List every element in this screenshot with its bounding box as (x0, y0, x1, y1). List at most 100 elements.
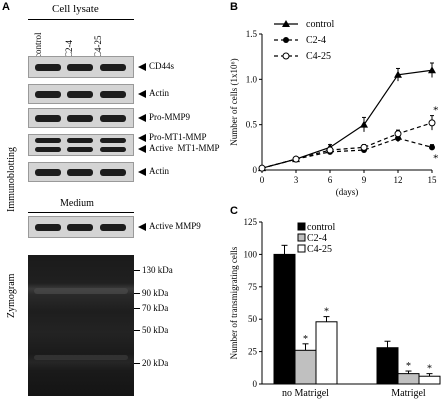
legend-swatch-control (297, 222, 306, 231)
legend-swatch-C2-4 (297, 233, 306, 242)
y-tick-label: 0 (253, 379, 258, 389)
marker-20: 20 kDa (142, 358, 169, 368)
band-label-active-mmp9: Active MMP9 (149, 221, 201, 231)
y-tick-label: 125 (244, 217, 258, 227)
panel-a-letter: A (2, 1, 10, 13)
marker-tick-20 (134, 363, 140, 364)
cell-lysate-label: Cell lysate (52, 3, 99, 15)
data-point-C4-25 (292, 155, 300, 163)
category-label: Matrigel (391, 388, 426, 399)
bar-C2-4 (294, 349, 317, 385)
y-axis-label: Number of transmigrating cells (229, 246, 239, 359)
blot-pro-mmp9 (28, 108, 134, 128)
cell-lysate-line (28, 19, 134, 20)
marker-tick-90 (134, 293, 140, 294)
y-tick-label: 50 (248, 314, 258, 324)
legend-marker-C4-25 (282, 52, 290, 60)
series-line-control (261, 69, 433, 169)
x-tick-label: 6 (328, 175, 333, 185)
significance-star: * (303, 334, 308, 345)
bar-C4-25 (418, 375, 441, 385)
data-point-control (428, 66, 436, 74)
band-label-actin-1: Actin (149, 88, 169, 98)
arrow-icon (138, 63, 146, 71)
immunoblotting-label: Immunoblotting (6, 147, 17, 212)
arrow-icon (138, 168, 146, 176)
legend-label-control: control (306, 19, 335, 30)
data-point-C4-25 (258, 164, 266, 172)
marker-50: 50 kDa (142, 325, 169, 335)
band-label-cd44s: CD44s (149, 61, 175, 71)
y-tick-label: 0 (253, 165, 258, 175)
bar-control (376, 347, 399, 385)
blot-active-mmp9 (28, 216, 134, 238)
legend-label-C2-4: C2-4 (306, 35, 326, 46)
category-label: no Matrigel (282, 388, 329, 399)
y-tick-label: 1.0 (246, 74, 258, 84)
arrow-icon (138, 134, 146, 142)
significance-star: * (324, 307, 329, 318)
legend-marker-control (282, 20, 290, 27)
significance-star: * (433, 152, 439, 164)
data-point-C4-25 (360, 143, 368, 151)
lane-label-control: control (33, 32, 43, 59)
lane-label-c4-25: C4-25 (93, 35, 103, 59)
data-point-C4-25 (428, 119, 436, 127)
band-label-active-mt1-mmp: Active MT1-MMP (149, 143, 220, 153)
significance-star: * (433, 105, 439, 117)
marker-tick-50 (134, 330, 140, 331)
bar-control (273, 253, 296, 385)
marker-90: 90 kDa (142, 288, 169, 298)
y-tick-label: 100 (244, 249, 258, 259)
x-tick-label: 12 (394, 175, 403, 185)
medium-label: Medium (60, 198, 94, 209)
arrow-icon (138, 223, 146, 231)
x-tick-label: 9 (362, 175, 367, 185)
legend-swatch-C4-25 (297, 244, 306, 253)
legend-label-control: control (307, 222, 336, 233)
blot-actin-1 (28, 84, 134, 104)
bar-C4-25 (315, 321, 338, 385)
transmigration-bar-chart: 0 25 50 75 100 125 Number of transmigrating ce… (229, 217, 441, 399)
panel-c-letter: C (230, 205, 238, 217)
blot-cd44s (28, 56, 134, 78)
blot-mt1-mmp (28, 134, 134, 156)
band-label-actin-2: Actin (149, 166, 169, 176)
data-point-control (394, 70, 402, 78)
marker-130: 130 kDa (142, 265, 173, 275)
data-point-C4-25 (394, 130, 402, 138)
zymogram-gel (28, 255, 134, 396)
zymogram-label: Zymogram (6, 273, 17, 318)
band-label-pro-mmp9: Pro-MMP9 (149, 112, 191, 122)
legend-label-C4-25: C4-25 (307, 244, 332, 255)
x-tick-label: 0 (260, 175, 265, 185)
y-tick-label: 25 (248, 347, 258, 357)
marker-70: 70 kDa (142, 303, 169, 313)
marker-tick-70 (134, 308, 140, 309)
bar-C2-4 (397, 373, 420, 385)
medium-line (28, 212, 134, 213)
data-point-control (360, 120, 368, 128)
significance-star: * (406, 361, 411, 372)
legend-marker-C2-4 (283, 37, 289, 43)
band-label-pro-mt1-mmp: Pro-MT1-MMP (149, 132, 207, 142)
arrow-icon (138, 145, 146, 153)
panel-b-letter: B (230, 1, 238, 13)
series-line-C2-4 (261, 137, 433, 169)
marker-tick-130 (134, 270, 140, 271)
growth-line-chart: 0 3 6 9 12 15 0 0.5 1.0 1.5 (days) Number of cells … (229, 19, 439, 197)
arrow-icon (138, 90, 146, 98)
x-axis-label: (days) (336, 187, 359, 197)
x-tick-label: 3 (294, 175, 299, 185)
y-tick-label: 75 (248, 282, 258, 292)
blot-actin-2 (28, 162, 134, 182)
legend-label-C4-25: C4-25 (306, 51, 331, 62)
series-line-C4-25 (261, 122, 433, 169)
y-axis-label: Number of cells (1x10⁶) (229, 58, 239, 145)
data-point-C2-4 (429, 144, 435, 151)
y-tick-label: 1.5 (246, 29, 258, 39)
legend-label-C2-4: C2-4 (307, 233, 327, 244)
significance-star: * (427, 364, 432, 375)
y-tick-label: 0.5 (246, 120, 258, 130)
data-point-C4-25 (326, 146, 334, 154)
